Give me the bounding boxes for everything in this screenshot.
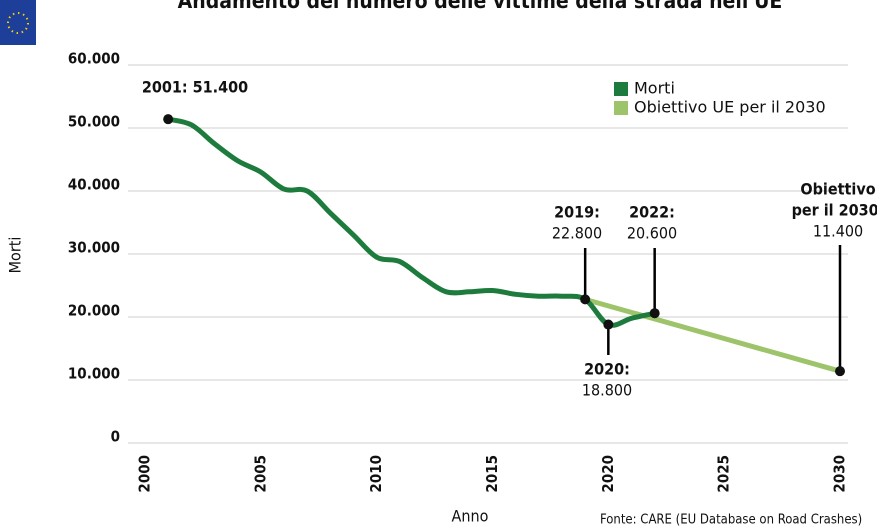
x-tick-label: 2030 [831, 455, 849, 493]
annotation: 11.400 [813, 222, 863, 241]
annotation: 2020: [584, 360, 630, 379]
legend-swatch [614, 82, 628, 96]
series-line [582, 296, 843, 374]
annotation-dot [649, 308, 660, 319]
x-tick-label: 2000 [136, 455, 154, 493]
y-tick-label: 40.000 [68, 176, 120, 194]
annotation: 22.800 [552, 224, 602, 243]
legend-swatch [614, 101, 628, 115]
annotation: 2022: [629, 203, 675, 222]
annotation: per il 2030: [792, 201, 877, 220]
annotation: 18.800 [582, 381, 632, 400]
annotation-dot [163, 114, 174, 125]
x-axis-label: Anno [452, 507, 489, 526]
series-line [165, 116, 658, 328]
y-tick-label: 20.000 [68, 302, 120, 320]
annotation-dot [603, 319, 614, 330]
y-tick-label: 30.000 [68, 239, 120, 257]
eu-flag [0, 0, 36, 45]
x-tick-label: 2025 [715, 455, 733, 493]
annotation: 2001: 51.400 [142, 78, 248, 97]
x-tick-label: 2020 [599, 455, 617, 493]
y-axis-label: Morti [6, 237, 25, 274]
flag-stars [7, 12, 29, 34]
source: Fonte: CARE (EU Database on Road Crashes… [600, 513, 862, 526]
y-tick-label: 50.000 [68, 113, 120, 131]
x-tick-label: 2015 [483, 455, 501, 493]
annotation-dot [835, 366, 845, 377]
y-tick-label: 60.000 [68, 50, 120, 68]
legend-label: Obiettivo UE per il 2030 [634, 98, 826, 117]
annotation: Obiettivo [800, 180, 875, 199]
annotation: 2019: [554, 203, 600, 222]
y-tick-label: 10.000 [68, 365, 120, 383]
legend-label: Morti [634, 79, 675, 98]
x-tick-label: 2005 [251, 455, 269, 493]
annotation-dot [580, 294, 591, 305]
chart-title: Andamento del numero delle vittime della… [178, 0, 783, 13]
annotation: 20.600 [627, 224, 677, 243]
x-tick-label: 2010 [367, 455, 385, 493]
y-tick-label: 0 [111, 428, 120, 446]
